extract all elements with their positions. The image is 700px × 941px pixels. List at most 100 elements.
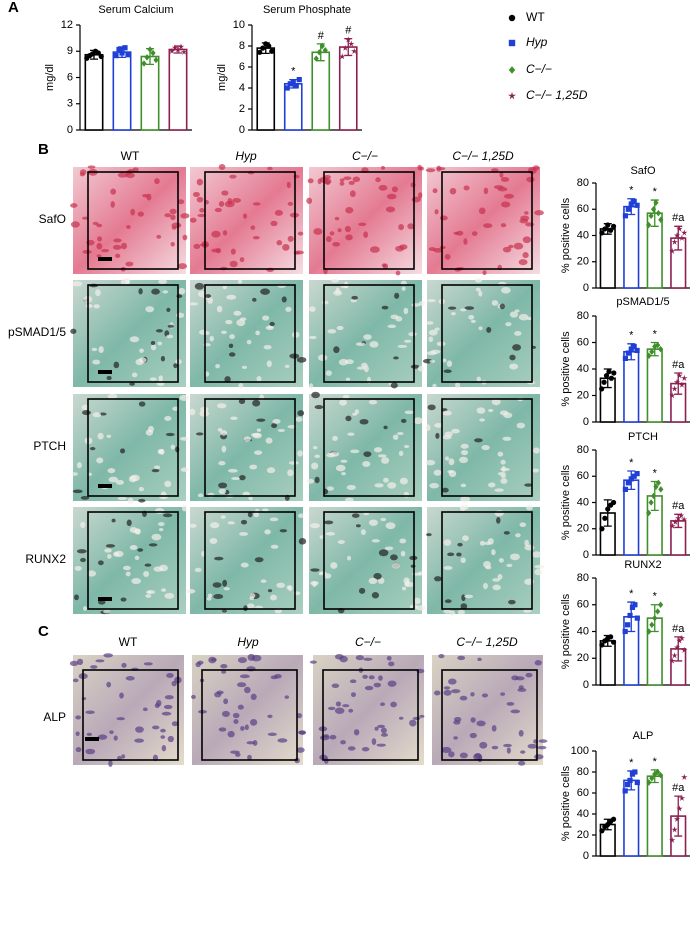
chart-title: ALP [633,730,654,742]
cell [485,565,492,570]
cell [508,244,514,249]
point [680,516,688,523]
cell [352,176,361,183]
chart-title: pSMAD1/5 [616,296,669,308]
bar [623,205,640,289]
point [650,206,657,213]
cell [380,727,387,734]
cell [155,329,163,333]
point [632,602,638,608]
cell [355,655,364,661]
cell [231,476,240,481]
cell [129,336,140,343]
cell [348,180,355,185]
cell [143,571,150,578]
cell [216,403,227,409]
cell [369,246,380,253]
cell [317,354,328,361]
point [508,66,516,74]
cell [199,410,210,417]
cell [167,735,174,743]
cell [243,213,248,219]
cell [522,236,532,244]
cell [250,693,257,701]
scale-bar [98,484,112,488]
point [319,42,325,50]
point [622,213,629,219]
cell [237,279,243,284]
cell [429,359,436,363]
cell [459,695,468,701]
micrograph [432,655,543,765]
point [631,198,637,204]
cell [75,715,82,720]
bar [338,46,358,131]
cell [501,201,511,208]
cell [128,475,137,483]
cell [527,743,538,749]
point [601,379,607,385]
cell [436,341,446,347]
point [610,816,617,822]
cell [313,228,323,235]
cell [150,340,156,346]
cell [85,748,96,755]
significance: * [629,457,634,469]
point [672,518,679,525]
cell [522,252,529,259]
y-tick-label: 60 [577,203,589,215]
cell [195,661,201,668]
cell [337,540,346,544]
cell [325,236,332,243]
point [603,373,610,379]
row-label: RUNX2 [25,552,66,566]
cell [477,657,482,662]
cell [497,186,508,192]
region-box [441,284,533,383]
cell [170,241,175,247]
point [681,374,688,381]
cell [475,287,481,292]
point [125,52,131,58]
cell [337,228,342,233]
cell [323,573,332,579]
cell [189,217,197,223]
column-label: WT [121,149,140,163]
cell [96,223,103,228]
cell [82,410,91,416]
cell [239,474,246,481]
cell [349,679,357,684]
cell [105,544,116,548]
point [634,779,640,786]
y-tick-label: 60 [577,787,589,799]
cell [443,565,453,570]
y-tick-label: 0 [583,850,589,862]
cell [74,565,82,571]
cell [390,314,399,320]
point [669,392,676,399]
error-bar [627,343,636,361]
point [599,526,605,532]
point [646,509,652,517]
point [627,777,633,783]
cell [80,557,86,563]
cell [193,243,201,249]
point [122,45,128,51]
y-tick-label: 20 [577,523,589,535]
cell [360,529,366,536]
cell [112,244,122,250]
cell [107,394,118,399]
cell [355,524,361,528]
cell [403,491,410,498]
cell [491,549,496,556]
cell [447,552,455,557]
cell [525,222,535,227]
scale-bar [98,597,112,601]
cell [525,672,533,678]
cell [284,364,290,368]
point [610,499,617,506]
cell [486,326,492,333]
scale-bar [98,370,112,374]
cell [137,548,144,552]
